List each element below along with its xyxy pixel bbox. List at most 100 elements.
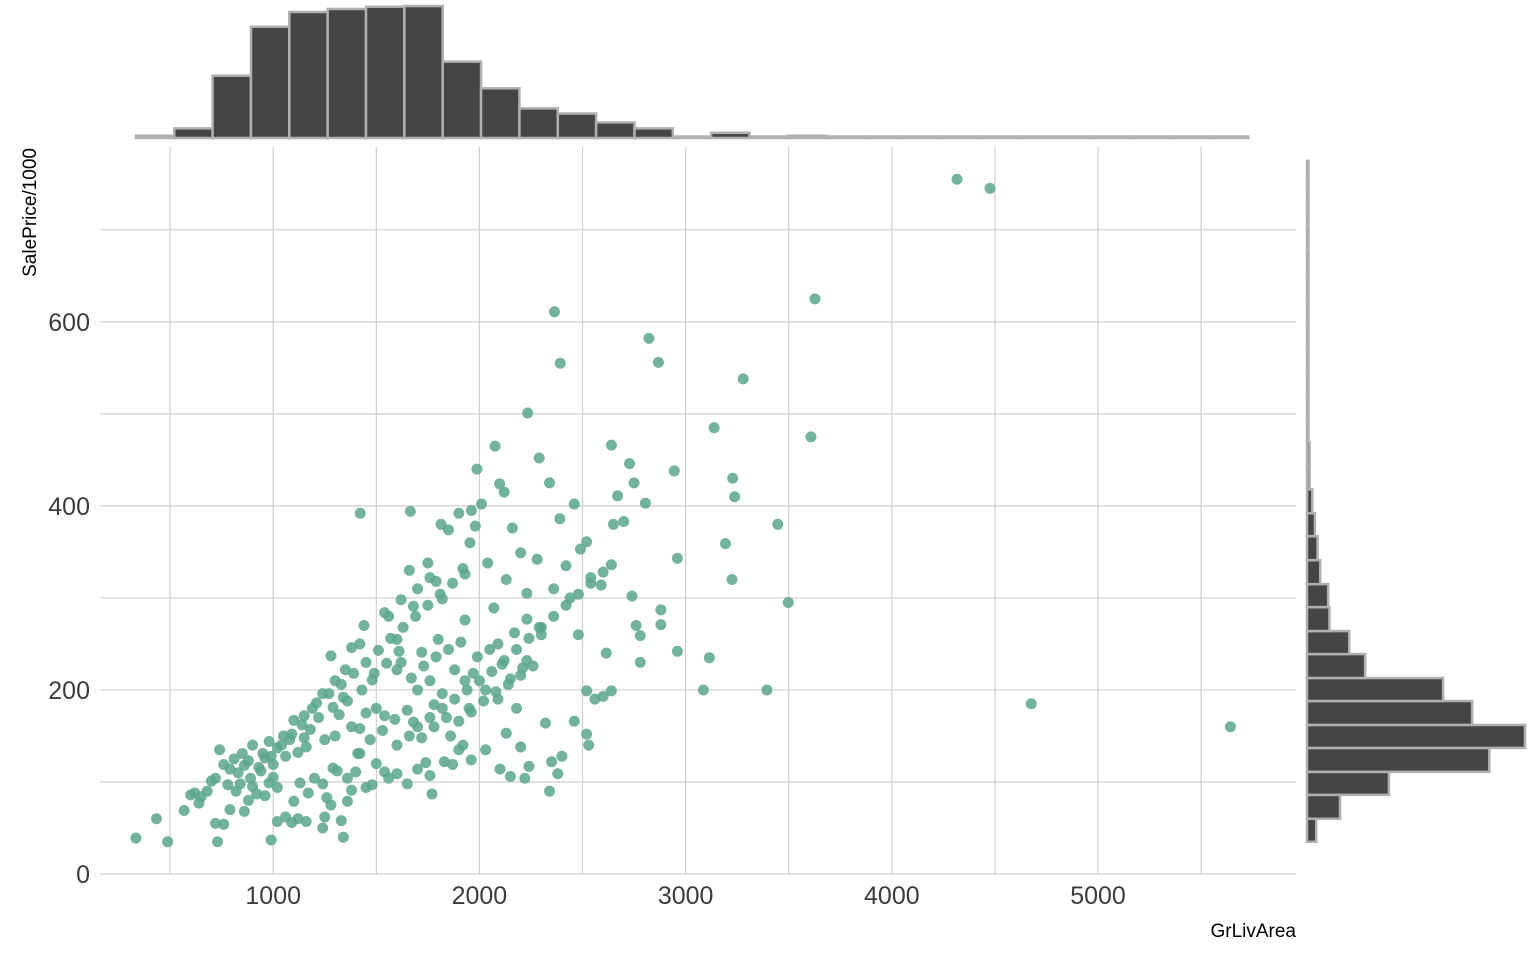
scatter-point <box>354 507 366 519</box>
scatter-point <box>436 688 448 700</box>
scatter-point <box>671 552 683 564</box>
scatter-point <box>236 747 248 759</box>
scatter-point <box>234 778 246 790</box>
scatter-point <box>449 664 461 676</box>
scatter-point <box>697 684 709 696</box>
scatter-point <box>288 714 300 726</box>
scatter-point <box>544 477 556 489</box>
scatter-point <box>467 667 479 679</box>
x-histogram-bar <box>901 135 943 140</box>
scatter-point <box>317 778 329 790</box>
y-histogram-bar <box>1305 206 1310 232</box>
scatter-point <box>546 756 558 768</box>
scatter-point <box>404 505 416 517</box>
scatter-point <box>370 702 382 714</box>
scatter-point <box>478 695 490 707</box>
y-histogram-bar <box>1305 535 1319 562</box>
scatter-point <box>511 643 523 655</box>
scatter-point <box>552 768 564 780</box>
scatter-point <box>383 772 395 784</box>
scatter-point <box>278 730 290 742</box>
scatter-point <box>424 675 436 687</box>
scatter-point <box>255 765 267 777</box>
scatter-point <box>214 744 226 756</box>
y-histogram-bar <box>1305 229 1310 256</box>
y-histogram-bar <box>1305 605 1331 633</box>
scatter-point <box>209 817 221 829</box>
scatter-point <box>372 644 384 656</box>
scatter-point <box>455 636 467 648</box>
y-histogram-bar <box>1305 159 1310 186</box>
scatter-point <box>288 795 300 807</box>
x-axis-label: GrLivArea <box>1210 921 1296 942</box>
scatter-point <box>719 538 731 550</box>
scatter-point <box>335 815 347 827</box>
scatter-point <box>639 497 651 509</box>
marginal-x-histogram <box>134 4 1250 140</box>
scatter-point <box>500 727 512 739</box>
scatter-point <box>605 685 617 697</box>
x-tick-label: 5000 <box>1070 882 1126 910</box>
scatter-point <box>300 741 312 753</box>
y-histogram-bar <box>1305 723 1527 750</box>
scatter-point <box>275 739 287 751</box>
scatter-point <box>391 768 403 780</box>
scatter-point <box>403 564 415 576</box>
scatter-point <box>515 741 527 753</box>
scatter-point <box>325 650 337 662</box>
x-tick-label: 4000 <box>864 882 920 910</box>
scatter-point <box>247 739 259 751</box>
scatter-point <box>634 630 646 642</box>
scatter-point <box>447 577 459 589</box>
scatter-point <box>366 779 378 791</box>
scatter-point <box>583 739 595 751</box>
scatter-point <box>572 629 584 641</box>
scatter-point <box>346 784 358 796</box>
scatter-point <box>655 604 667 616</box>
scatter-point <box>473 675 485 687</box>
y-histogram-bar <box>1305 417 1310 444</box>
x-histogram-bar <box>940 135 981 140</box>
y-histogram-bar <box>1305 182 1310 209</box>
scatter-point <box>494 763 506 775</box>
scatter-point <box>521 613 533 625</box>
y-histogram-bar <box>1305 323 1310 350</box>
x-histogram-bar <box>518 107 560 140</box>
y-histogram-bar <box>1305 652 1367 680</box>
scatter-point <box>331 765 343 777</box>
scatter-point <box>130 832 142 844</box>
scatter-point <box>459 614 471 626</box>
scatter-point <box>539 717 551 729</box>
scatter-point <box>459 675 471 687</box>
x-histogram-bar <box>403 4 444 140</box>
scatter-point <box>504 770 516 782</box>
scatter-point <box>418 660 430 672</box>
scatter-point <box>350 766 362 778</box>
scatter-point <box>426 788 438 800</box>
scatter-point <box>238 805 250 817</box>
scatter-point <box>634 656 646 668</box>
scatter-point <box>490 686 502 698</box>
scatter-point <box>379 710 391 722</box>
scatter-point <box>572 588 584 600</box>
scatter-point <box>280 750 292 762</box>
x-histogram-bar <box>172 127 214 140</box>
scatter-point <box>708 422 720 434</box>
scatter-point <box>772 518 784 530</box>
scatter-point <box>327 701 339 713</box>
scatter-point <box>317 822 329 834</box>
scatter-point <box>726 574 738 586</box>
scatter-point <box>951 173 963 185</box>
y-histogram-bar <box>1305 558 1322 586</box>
scatter-point <box>393 645 405 657</box>
y-histogram-bar <box>1305 465 1311 491</box>
scatter-point <box>339 664 351 676</box>
scatter-point <box>729 491 741 503</box>
scatter-point <box>628 477 640 489</box>
scatter-point <box>465 505 477 516</box>
y-tick-label: 600 <box>48 309 90 337</box>
x-tick-label: 1000 <box>245 882 301 910</box>
scatter-point <box>263 735 275 747</box>
scatter-point <box>294 777 306 789</box>
scatter-point <box>218 818 230 830</box>
